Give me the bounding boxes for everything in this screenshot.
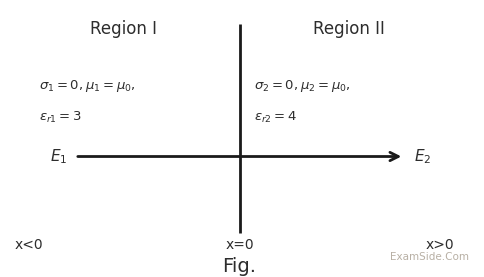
Text: x<0: x<0 xyxy=(15,238,43,252)
Text: $\sigma_1 = 0, \mu_1 = \mu_0,$: $\sigma_1 = 0, \mu_1 = \mu_0,$ xyxy=(39,78,136,94)
Text: Region I: Region I xyxy=(90,20,157,38)
Text: $E_2$: $E_2$ xyxy=(414,147,431,166)
Text: Fig.: Fig. xyxy=(223,257,257,276)
Text: $\varepsilon_{r2} = 4$: $\varepsilon_{r2} = 4$ xyxy=(254,110,297,125)
Text: $\varepsilon_{r1} = 3$: $\varepsilon_{r1} = 3$ xyxy=(39,110,82,125)
Text: Region II: Region II xyxy=(313,20,384,38)
Text: x=0: x=0 xyxy=(225,238,254,252)
Text: x>0: x>0 xyxy=(426,238,454,252)
Text: $\sigma_2 = 0, \mu_2 = \mu_0,$: $\sigma_2 = 0, \mu_2 = \mu_0,$ xyxy=(254,78,351,94)
Text: ExamSide.Com: ExamSide.Com xyxy=(391,252,469,262)
Text: $E_1$: $E_1$ xyxy=(50,147,68,166)
